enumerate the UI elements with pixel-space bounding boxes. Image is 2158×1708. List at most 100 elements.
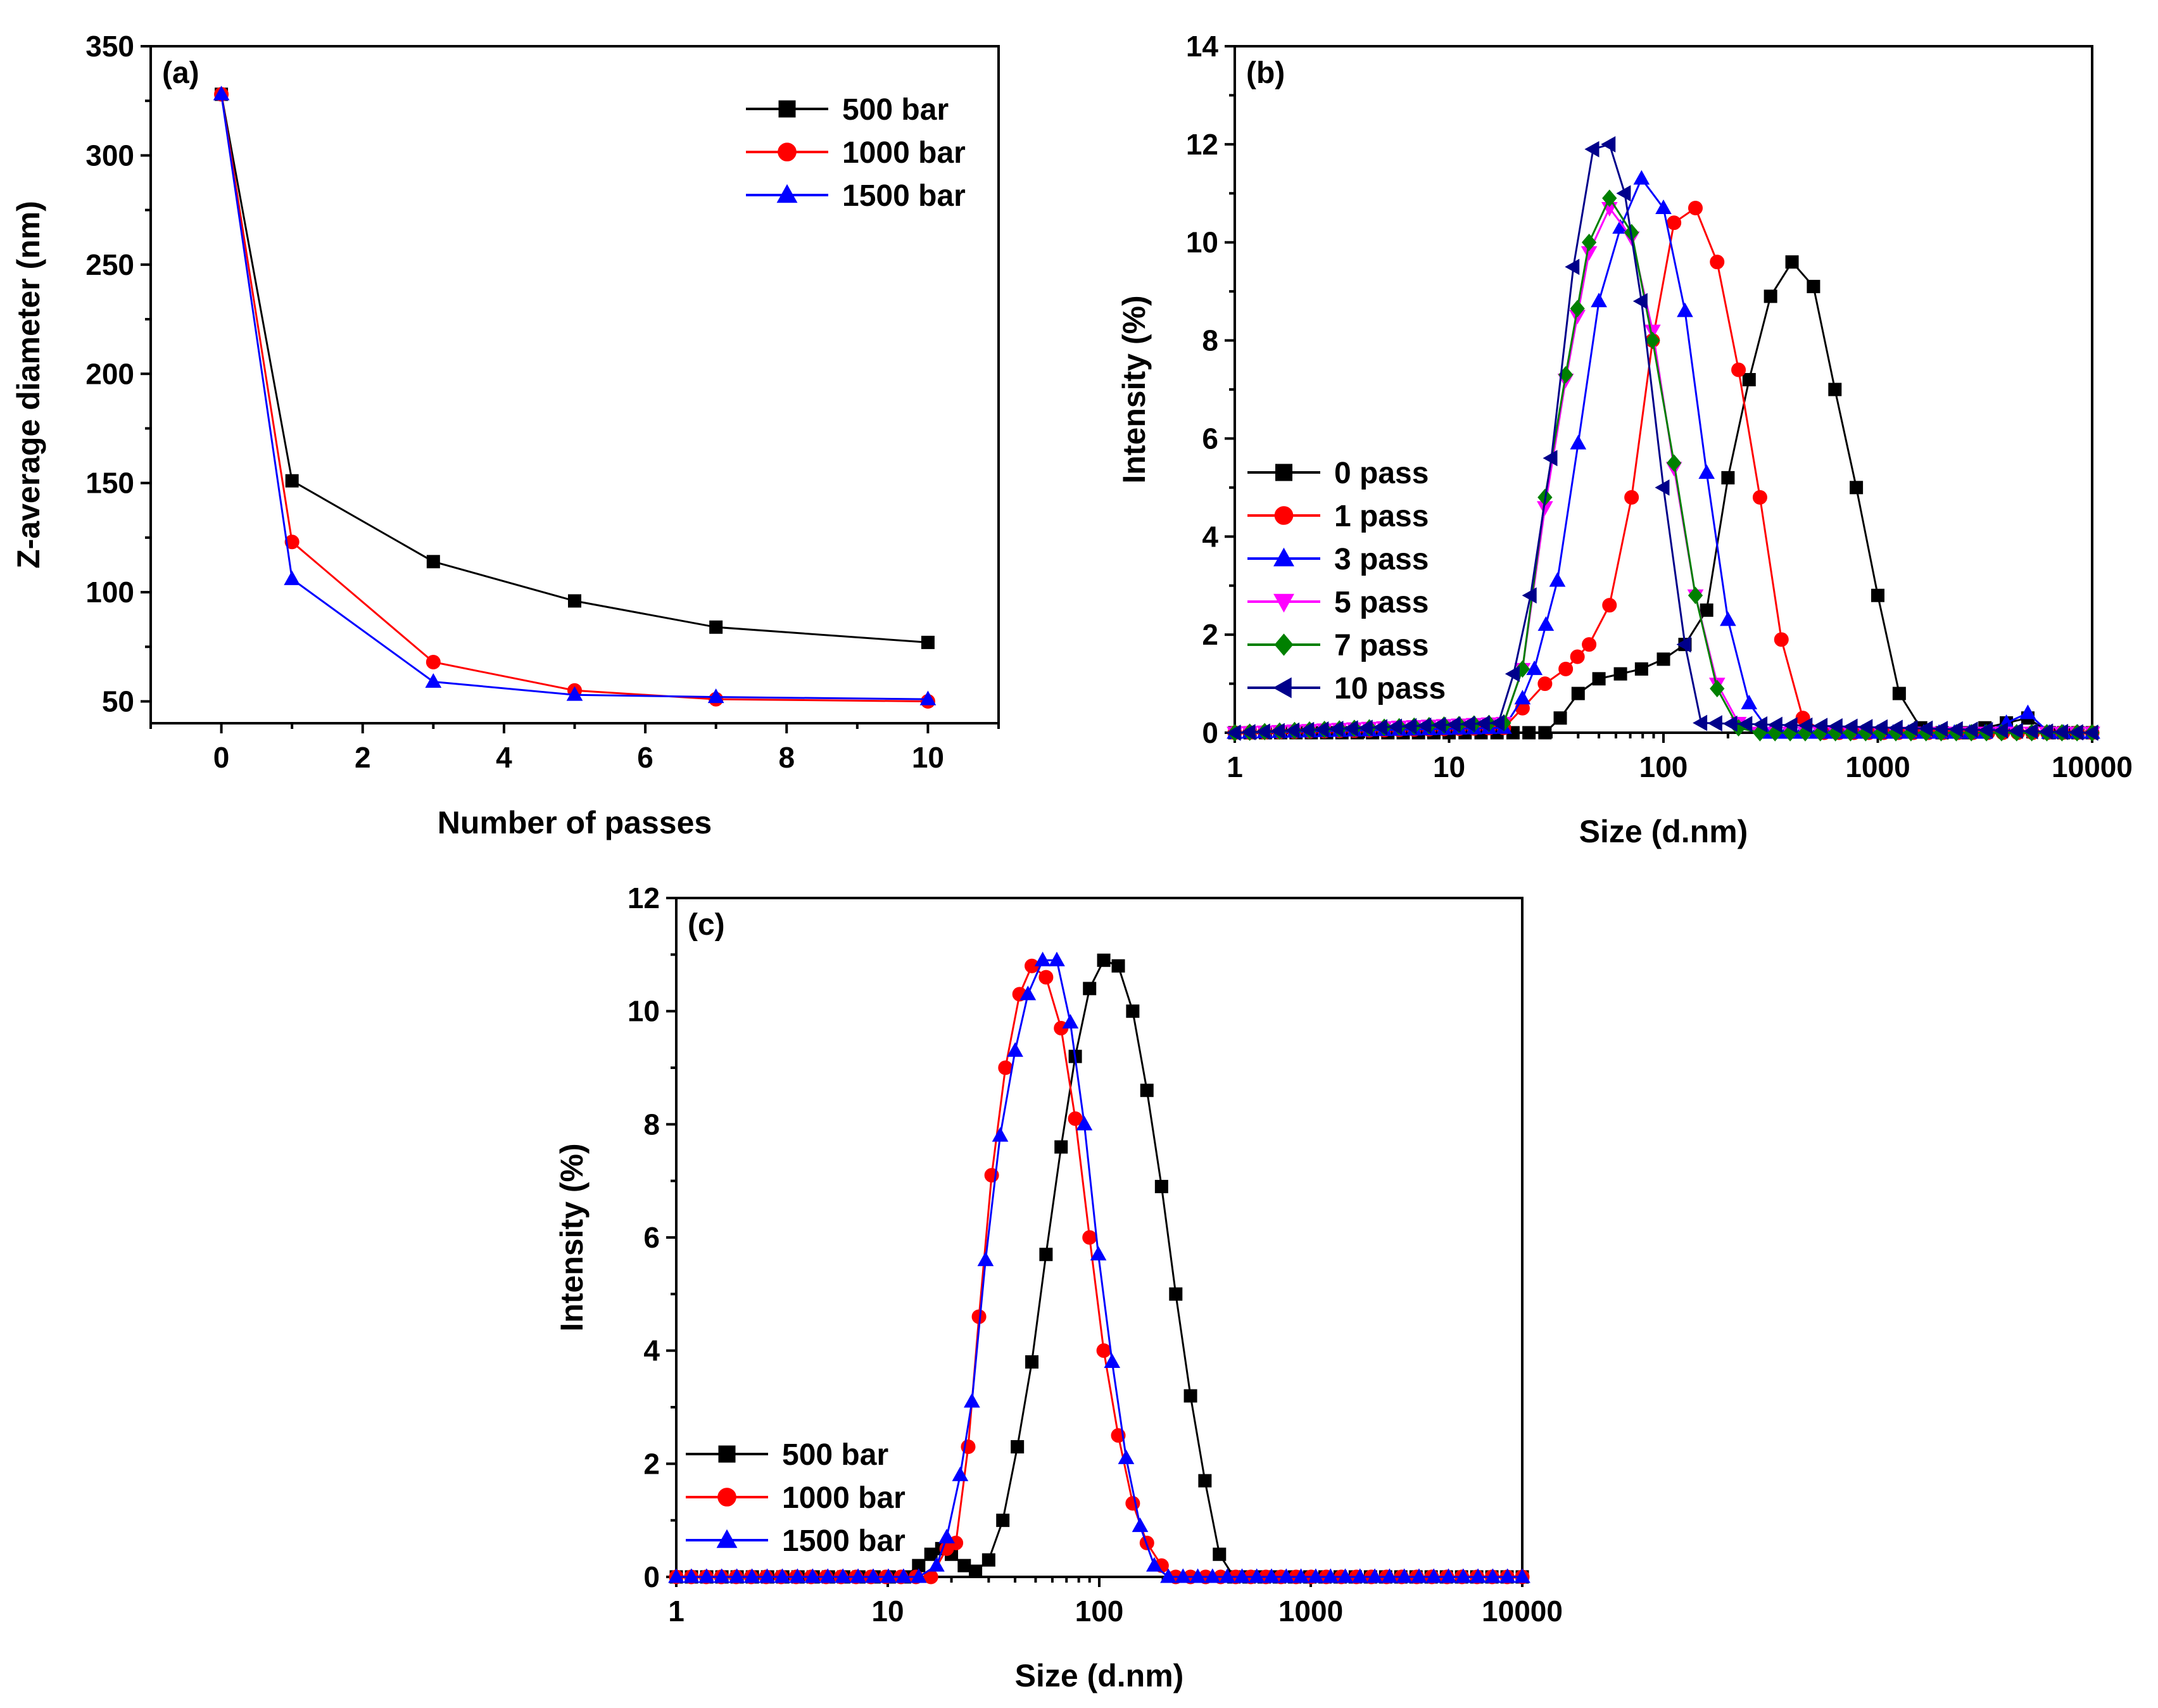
data-point bbox=[713, 1568, 730, 1583]
x-axis-label: Number of passes bbox=[438, 805, 712, 840]
data-point bbox=[1828, 383, 1842, 396]
data-point bbox=[1514, 690, 1531, 705]
data-point bbox=[996, 1514, 1010, 1528]
data-point bbox=[1198, 1474, 1212, 1488]
panel-label: (a) bbox=[162, 56, 199, 90]
data-point bbox=[1526, 660, 1543, 675]
data-point bbox=[1738, 716, 1753, 733]
legend-label: 1000 bar bbox=[782, 1481, 905, 1515]
x-tick-label: 100 bbox=[1639, 750, 1688, 783]
data-point bbox=[910, 1568, 927, 1583]
x-axis-label: Size (d.nm) bbox=[1579, 814, 1748, 849]
data-point bbox=[981, 1553, 995, 1567]
data-point bbox=[1634, 662, 1648, 676]
legend-marker bbox=[1273, 593, 1294, 613]
legend-label: 7 pass bbox=[1334, 629, 1429, 662]
data-point bbox=[1083, 982, 1097, 996]
data-point bbox=[1602, 598, 1617, 613]
data-point bbox=[568, 594, 581, 608]
data-point bbox=[1111, 959, 1125, 973]
data-point bbox=[1558, 661, 1574, 676]
series-line bbox=[220, 94, 928, 700]
y-tick-label: 250 bbox=[85, 248, 134, 281]
y-tick-label: 350 bbox=[85, 30, 134, 63]
data-point bbox=[1656, 652, 1670, 666]
data-point bbox=[1076, 1115, 1093, 1130]
data-point bbox=[1226, 724, 1241, 741]
data-point bbox=[1553, 711, 1567, 725]
y-tick-label: 14 bbox=[1186, 30, 1219, 63]
data-point bbox=[1460, 716, 1475, 733]
data-point bbox=[1873, 719, 1888, 736]
data-point bbox=[1592, 672, 1606, 686]
y-tick-label: 0 bbox=[643, 1560, 660, 1593]
y-tick-label: 6 bbox=[1202, 422, 1218, 455]
data-point bbox=[1514, 1568, 1530, 1583]
data-point bbox=[1484, 1568, 1501, 1583]
data-point bbox=[1470, 1568, 1486, 1583]
data-point bbox=[2008, 723, 2023, 739]
data-point bbox=[1054, 1140, 1068, 1154]
data-point bbox=[1742, 373, 1756, 387]
data-point bbox=[952, 1466, 969, 1481]
data-point bbox=[1489, 714, 1505, 731]
panel-b-chart: 1 10 100 1000 10000 0 2 4 6 8 10 12 14 Size (d.nm) Int… bbox=[1116, 30, 2133, 849]
data-point bbox=[1710, 680, 1725, 698]
y-tick-label: 200 bbox=[85, 357, 134, 390]
legend-label: 500 bar bbox=[842, 93, 949, 127]
x-tick-label: 2 bbox=[355, 741, 371, 774]
data-point bbox=[1538, 726, 1552, 740]
data-point bbox=[1892, 686, 1906, 700]
data-point bbox=[1688, 201, 1703, 216]
data-point bbox=[1633, 170, 1650, 185]
legend-marker bbox=[778, 100, 796, 118]
data-point bbox=[819, 1568, 836, 1583]
panel-label: (b) bbox=[1246, 56, 1285, 90]
data-point bbox=[1858, 719, 1873, 735]
data-point bbox=[835, 1568, 852, 1583]
data-point bbox=[709, 620, 723, 634]
data-point bbox=[774, 1568, 791, 1583]
y-tick-label: 100 bbox=[85, 576, 134, 609]
data-point bbox=[1038, 970, 1054, 985]
legend-label: 1000 bar bbox=[842, 136, 966, 170]
panel-a-chart: 0 2 4 6 8 10 50 100 150 200 250 300 350 Number of pas… bbox=[11, 30, 1000, 840]
data-point bbox=[1146, 1557, 1163, 1572]
data-point bbox=[1096, 1343, 1111, 1358]
data-point bbox=[1343, 720, 1358, 737]
data-point bbox=[1248, 1568, 1265, 1583]
data-point bbox=[1454, 1568, 1472, 1583]
data-point bbox=[1667, 454, 1682, 472]
legend-label: 10 pass bbox=[1334, 672, 1446, 705]
data-point bbox=[1263, 1568, 1280, 1583]
series-10-pass bbox=[1226, 136, 2098, 741]
data-point bbox=[1278, 1568, 1295, 1583]
data-point bbox=[1632, 293, 1648, 310]
data-point bbox=[1549, 572, 1566, 587]
data-point bbox=[1154, 1180, 1168, 1194]
data-point bbox=[1387, 718, 1403, 735]
data-point bbox=[1126, 1004, 1140, 1018]
series-500-bar bbox=[215, 87, 935, 649]
legend-marker bbox=[716, 1529, 738, 1548]
legend-label: 1500 bar bbox=[782, 1524, 905, 1558]
data-point bbox=[1565, 258, 1580, 275]
y-tick-label: 10 bbox=[1186, 226, 1218, 259]
legend-marker bbox=[1273, 677, 1292, 699]
data-point bbox=[425, 673, 442, 688]
series-1500-bar bbox=[668, 951, 1530, 1583]
legend-marker bbox=[1275, 464, 1292, 481]
data-point bbox=[1314, 721, 1329, 738]
data-point bbox=[1978, 721, 1993, 738]
data-point bbox=[1948, 721, 1963, 738]
data-point bbox=[2083, 724, 2098, 741]
data-point bbox=[1285, 722, 1300, 739]
x-tick-label: 10 bbox=[912, 741, 944, 774]
data-point bbox=[1019, 985, 1037, 1001]
data-point bbox=[1007, 1042, 1023, 1057]
data-point bbox=[1655, 199, 1672, 215]
data-point bbox=[1090, 1246, 1107, 1261]
data-point bbox=[1025, 1355, 1039, 1369]
y-tick-label: 8 bbox=[1202, 324, 1218, 357]
y-tick-label: 0 bbox=[1202, 716, 1218, 749]
